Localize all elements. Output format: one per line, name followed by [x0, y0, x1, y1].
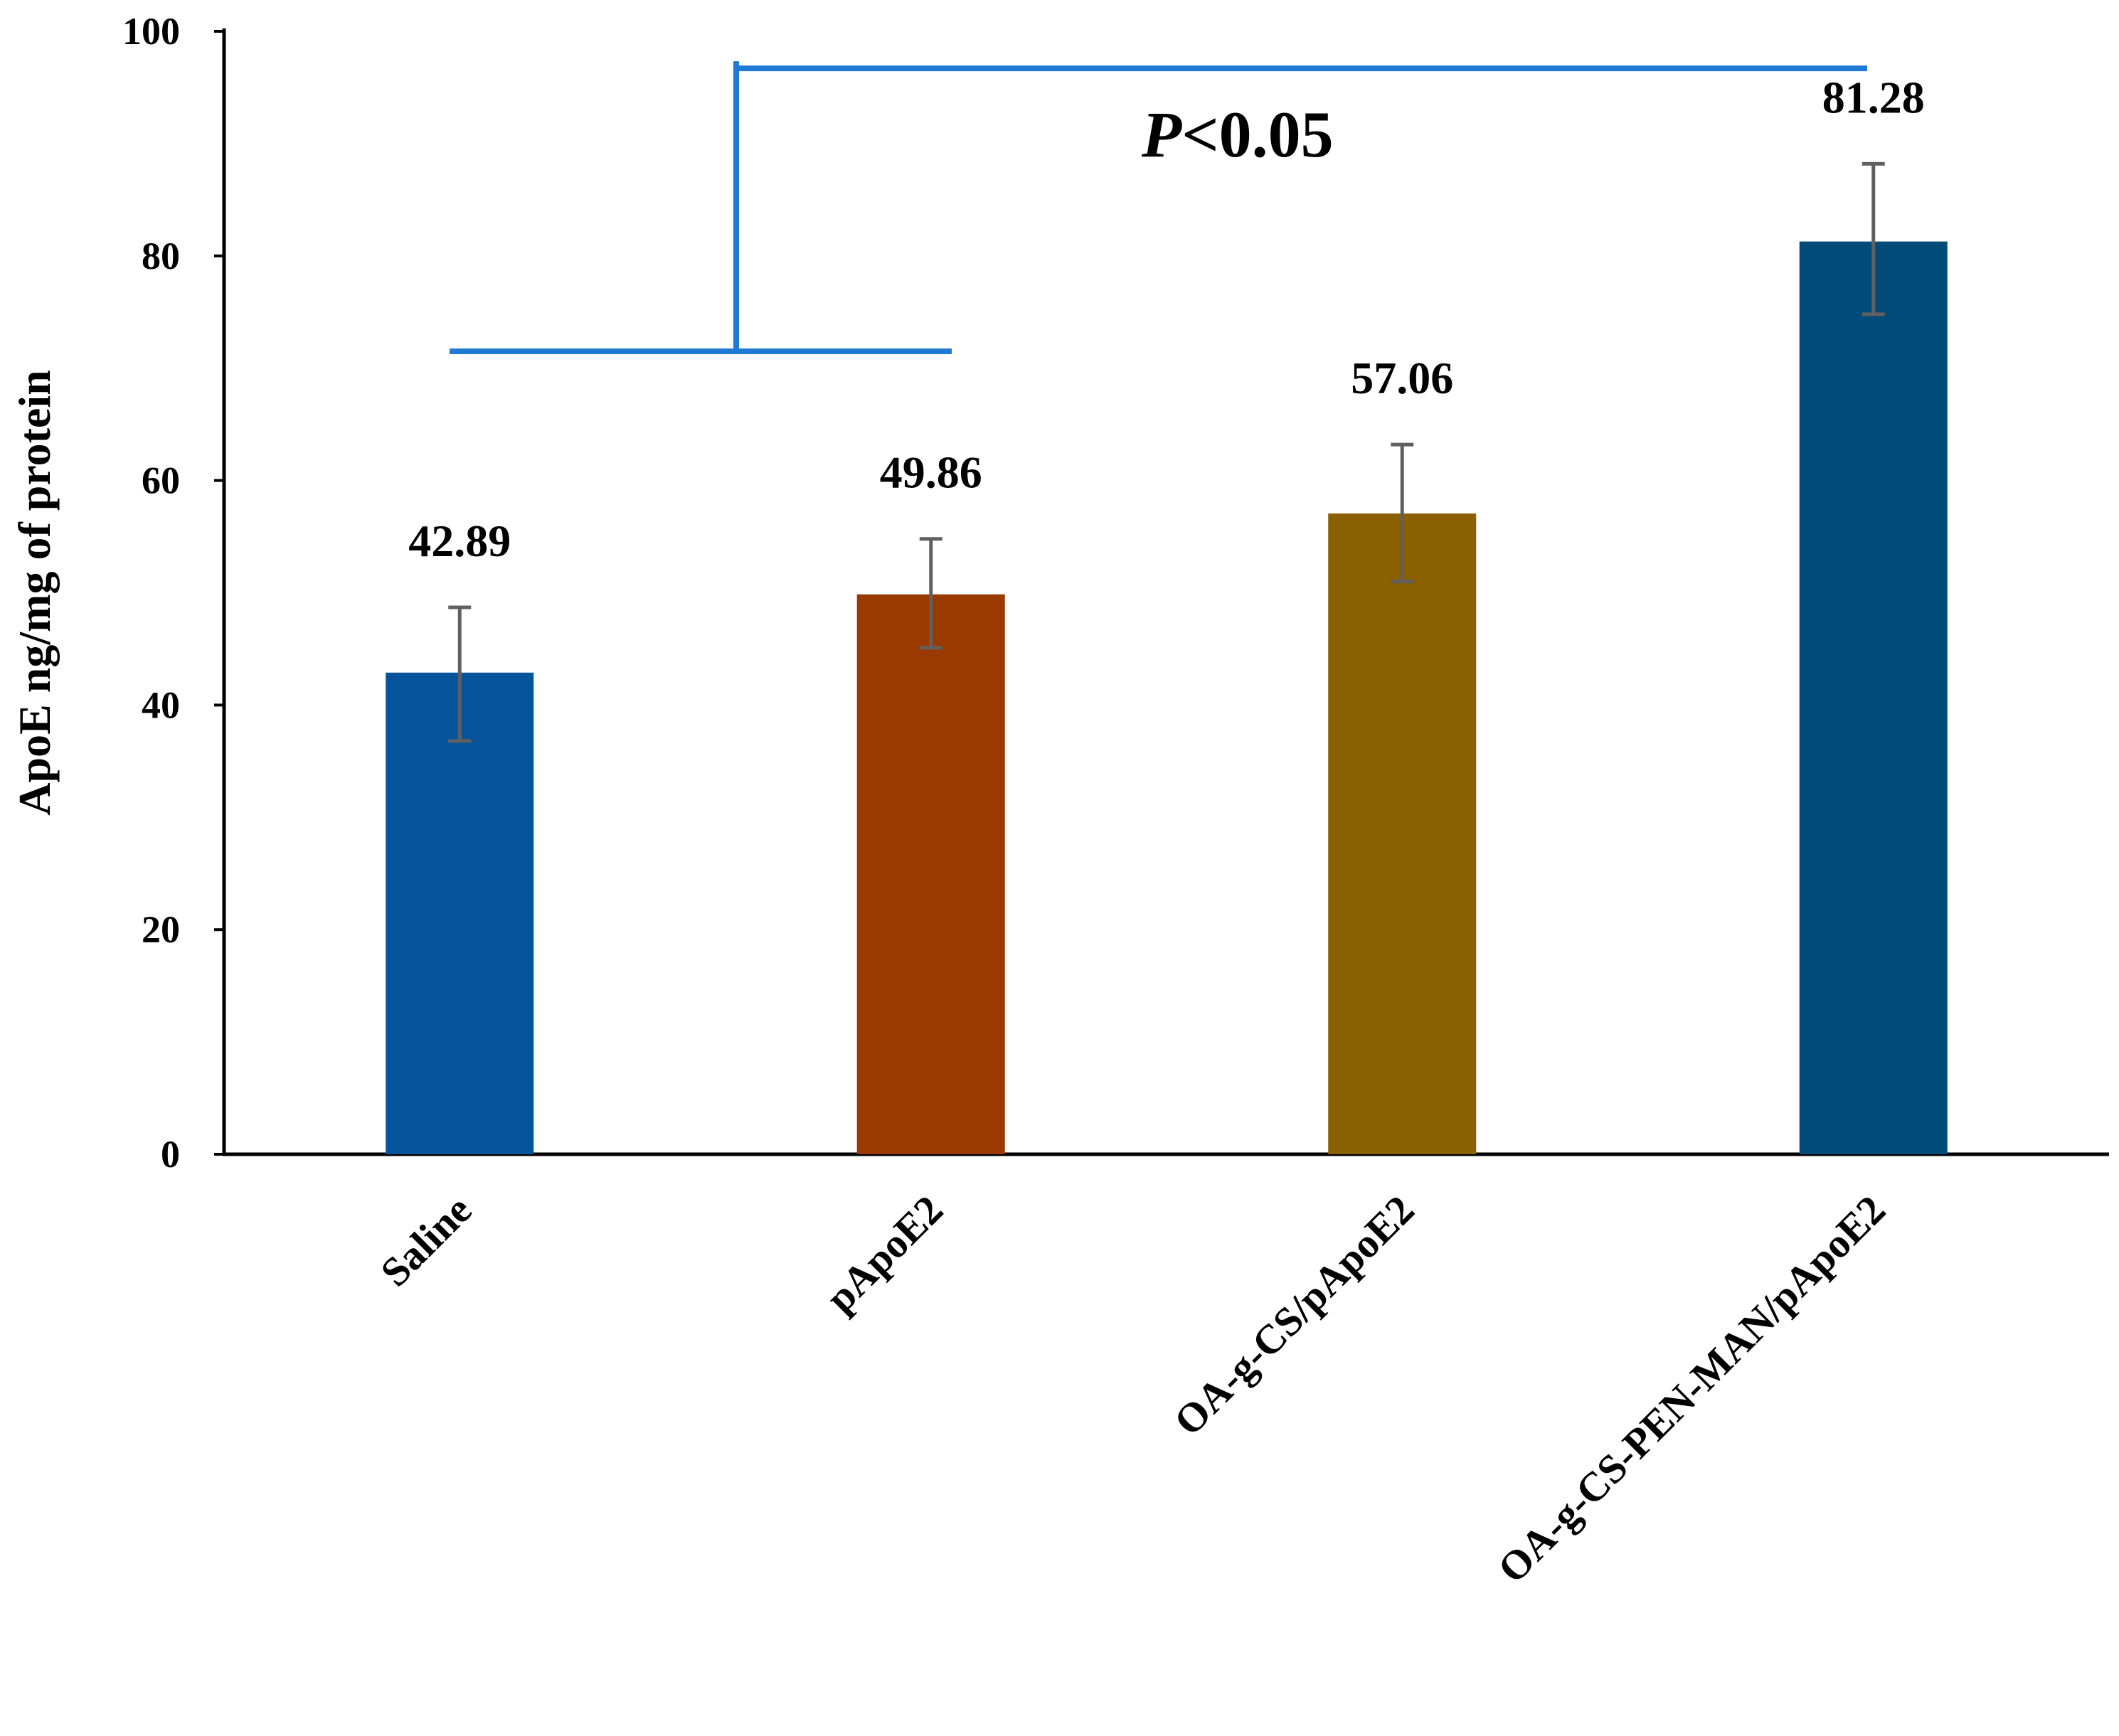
bar: [1799, 241, 1948, 1154]
y-tick-label: 0: [161, 1133, 180, 1176]
data-label: 81.28: [1822, 72, 1925, 122]
bar: [386, 672, 534, 1154]
y-tick-label: 80: [142, 235, 180, 277]
axes: 0 20 40 60 80 100 ApoE ng/mg of protein: [9, 10, 2109, 1176]
y-axis-title: ApoE ng/mg of protein: [9, 370, 60, 815]
significance-annotation: P<0.05: [450, 61, 1867, 355]
y-tick-label: 100: [122, 10, 180, 53]
x-tick-label: Saline: [371, 1186, 480, 1295]
x-tick-label: OA-g-CS-PEN-MAN/pApoE2: [1489, 1186, 1894, 1592]
significance-label: P<0.05: [1141, 98, 1334, 171]
y-tick-label: 40: [142, 683, 180, 726]
bars: [386, 241, 1948, 1154]
bar: [1328, 513, 1477, 1154]
x-tick-label: pApoE2: [817, 1186, 952, 1321]
bar: [856, 594, 1005, 1154]
data-labels: 42.89 Saline 49.86 pApoE2 57.06 OA-g-CS/pApoE…: [371, 72, 1924, 1592]
data-label: 42.89: [408, 516, 511, 566]
x-tick-label: OA-g-CS/pApoE2: [1165, 1186, 1423, 1444]
y-tick-label: 60: [142, 459, 180, 502]
y-tick-label: 20: [142, 908, 180, 951]
data-label: 57.06: [1351, 353, 1453, 403]
significance-label-threshold: <0.05: [1181, 98, 1333, 171]
data-label: 49.86: [880, 447, 982, 498]
significance-label-p: P: [1141, 98, 1182, 171]
error-bars: [448, 161, 1885, 743]
